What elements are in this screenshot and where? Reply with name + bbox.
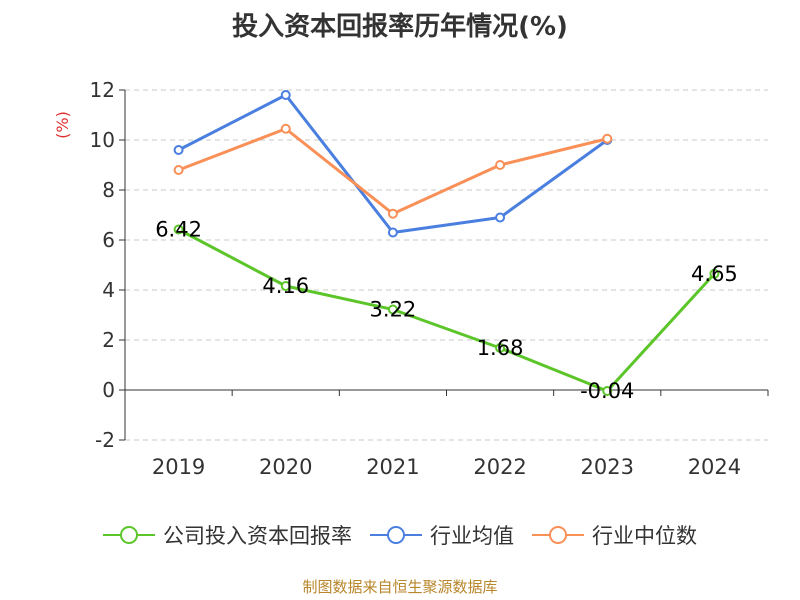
y-axis-label: (%) <box>53 111 72 139</box>
legend-label-industry-median: 行业中位数 <box>592 524 697 548</box>
data-label: 4.65 <box>691 262 738 286</box>
data-point <box>602 386 613 396</box>
data-point <box>602 133 613 144</box>
chart-title: 投入资本回报率历年情况(%) <box>232 12 568 42</box>
legend-line-icon <box>103 526 155 544</box>
series-line-2 <box>178 127 608 216</box>
data-label: -0.04 <box>580 379 634 403</box>
y-tick-label: 2 <box>102 328 115 352</box>
source-note: 制图数据来自恒生聚源数据库 <box>302 578 498 596</box>
data-point <box>495 160 506 170</box>
data-label: 1.68 <box>477 336 524 360</box>
legend-label-company: 公司投入资本回报率 <box>163 524 352 548</box>
y-tick-label: 12 <box>90 78 115 102</box>
legend-line-icon <box>532 526 584 544</box>
legend: 公司投入资本回报率 行业均值 行业中位数 <box>0 520 800 550</box>
legend-item-industry-median[interactable]: 行业中位数 <box>532 520 697 550</box>
data-point <box>387 208 398 219</box>
data-point <box>387 227 398 238</box>
x-tick-label: 2020 <box>259 455 312 479</box>
x-tick-label: 2022 <box>473 455 526 479</box>
x-tick-label: 2023 <box>581 455 634 479</box>
data-label: 4.16 <box>262 274 309 298</box>
data-point <box>280 90 291 100</box>
data-point <box>495 212 506 223</box>
data-label: 3.22 <box>370 298 417 322</box>
data-label: 6.42 <box>155 218 202 242</box>
x-tick-label: 2021 <box>366 455 419 479</box>
legend-item-industry-mean[interactable]: 行业均值 <box>370 520 514 550</box>
series-line-0 <box>177 228 716 393</box>
legend-item-company[interactable]: 公司投入资本回报率 <box>103 520 352 550</box>
data-point <box>495 343 506 353</box>
y-tick-label: -2 <box>95 428 115 452</box>
data-point <box>387 304 398 315</box>
data-point <box>280 123 291 134</box>
y-tick-label: 6 <box>102 228 115 252</box>
x-tick-label: 2019 <box>152 455 205 479</box>
x-tick-label: 2024 <box>688 455 741 479</box>
data-point <box>280 281 291 291</box>
legend-line-icon <box>370 526 422 544</box>
y-tick-label: 4 <box>102 278 115 302</box>
data-point <box>173 165 184 175</box>
y-tick-label: 10 <box>90 128 115 152</box>
data-point <box>173 224 184 235</box>
y-tick-label: 0 <box>102 378 115 402</box>
data-point <box>709 268 720 279</box>
data-point <box>173 145 184 155</box>
legend-label-industry-mean: 行业均值 <box>430 524 514 548</box>
y-tick-label: 8 <box>102 178 115 202</box>
